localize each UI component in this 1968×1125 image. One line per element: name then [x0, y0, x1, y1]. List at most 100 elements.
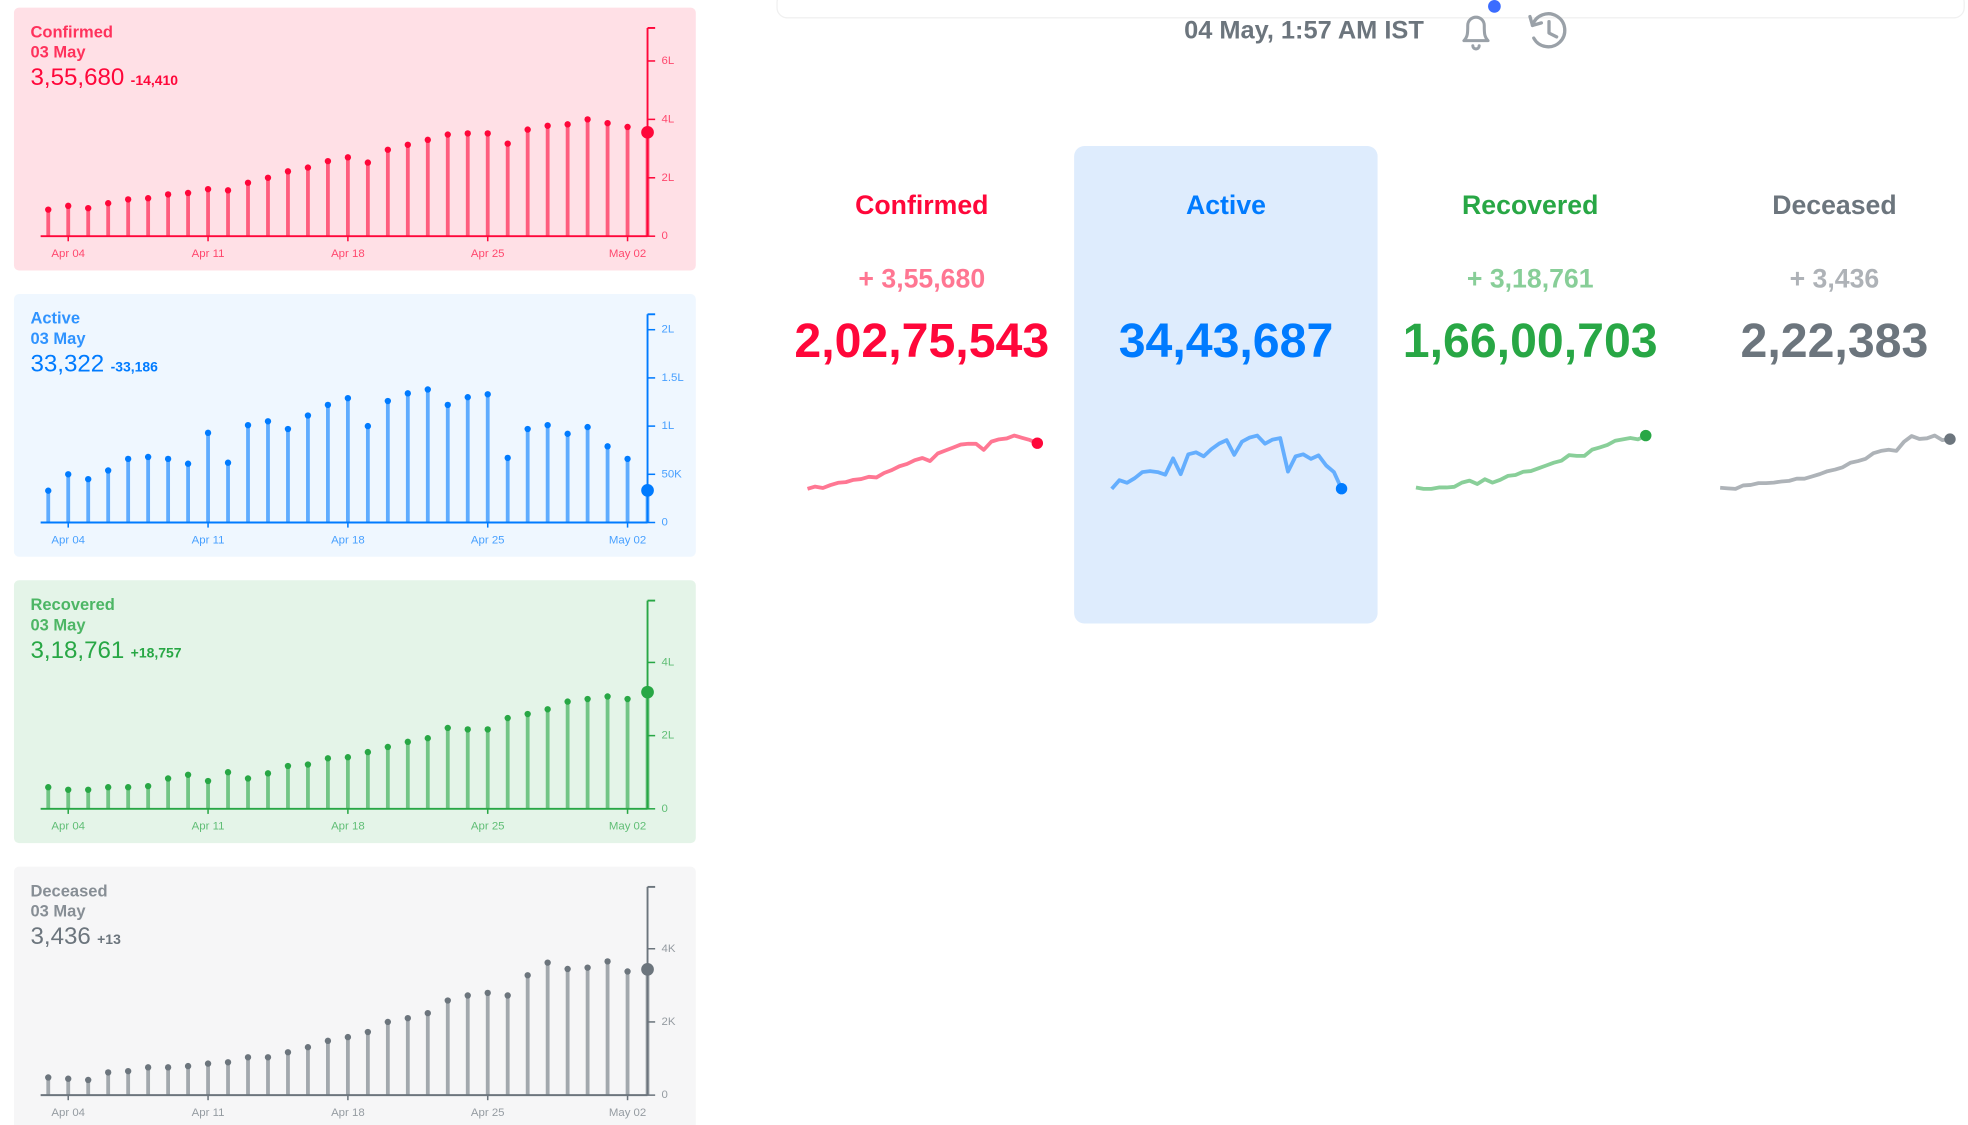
dot: [344, 394, 352, 402]
dot: [85, 786, 92, 793]
dot: [324, 401, 332, 409]
card-total: 2,22,383: [1741, 314, 1929, 368]
dot: [604, 958, 611, 965]
dot: [484, 130, 491, 137]
y-tick-label: 2L: [662, 730, 675, 742]
dot: [464, 726, 471, 733]
dot: [45, 1074, 52, 1081]
dot: [604, 693, 611, 700]
chart-change: +13: [97, 931, 121, 947]
dot: [544, 706, 551, 713]
dot: [304, 761, 312, 768]
dot: [484, 989, 491, 997]
dot: [504, 454, 511, 462]
y-tick-label: 0: [662, 230, 668, 242]
dot: [264, 1054, 272, 1061]
dot: [324, 157, 332, 165]
dot: [524, 972, 531, 979]
dot: [264, 174, 272, 181]
dot: [124, 455, 132, 463]
dot: [424, 136, 431, 143]
chart-title: Confirmed: [30, 23, 113, 41]
y-tick-label: 4L: [662, 113, 675, 125]
y-tick-label: 4K: [662, 943, 676, 955]
dot: [641, 685, 654, 699]
chart-title: Deceased: [30, 882, 107, 900]
dot: [85, 204, 92, 212]
x-tick-label: May 02: [609, 1107, 646, 1119]
x-tick-label: Apr 18: [331, 248, 365, 260]
x-tick-label: Apr 18: [331, 821, 365, 833]
dot: [105, 467, 112, 474]
dot: [164, 1064, 172, 1071]
chart-change: -14,410: [131, 72, 179, 88]
dot: [124, 784, 132, 791]
x-tick-label: Apr 18: [331, 534, 365, 546]
dot: [364, 159, 372, 166]
dot: [604, 443, 611, 450]
dot: [184, 771, 192, 778]
dot: [105, 784, 112, 791]
x-tick-label: Apr 04: [51, 1107, 85, 1119]
dot: [564, 698, 571, 705]
dot: [444, 401, 451, 409]
y-tick-label: 2L: [662, 324, 675, 336]
dot: [404, 1014, 411, 1022]
dot: [204, 429, 212, 437]
dot: [584, 964, 591, 971]
dot: [264, 770, 272, 777]
dot: [284, 1049, 292, 1056]
dot: [564, 121, 571, 128]
x-tick-label: Apr 04: [51, 248, 85, 260]
card-total: 1,66,00,703: [1403, 314, 1658, 368]
chart-total: 3,55,680: [30, 64, 124, 91]
dot: [404, 738, 411, 746]
dot: [264, 418, 272, 425]
dot: [204, 1060, 212, 1067]
dot: [484, 726, 491, 733]
card-total: 2,02,75,543: [794, 314, 1049, 368]
dot: [344, 154, 352, 161]
dot: [164, 191, 172, 198]
y-tick-label: 4L: [662, 656, 675, 668]
x-tick-label: May 02: [609, 534, 646, 546]
dot: [224, 1059, 232, 1066]
dot: [464, 130, 471, 137]
chart-title: Recovered: [30, 596, 114, 614]
dot: [624, 968, 631, 975]
x-tick-label: May 02: [609, 821, 646, 833]
dot: [65, 1075, 72, 1082]
chart-date: 03 May: [30, 330, 86, 348]
active-card-highlight[interactable]: [1074, 146, 1378, 624]
dot: [244, 179, 252, 186]
card-change: + 3,436: [1790, 264, 1880, 294]
bell-icon[interactable]: [1462, 15, 1490, 51]
y-tick-label: 2L: [662, 172, 675, 184]
x-tick-label: Apr 18: [331, 1107, 365, 1119]
dot: [244, 421, 252, 429]
dot: [524, 425, 531, 433]
dot: [384, 743, 392, 751]
sparkline: [1110, 433, 1344, 491]
dot: [384, 146, 392, 153]
dot: [45, 206, 52, 213]
chart-change: +18,757: [131, 645, 182, 661]
history-icon[interactable]: [1528, 12, 1567, 49]
card-title: Recovered: [1462, 190, 1598, 220]
chart-panel: [13, 293, 696, 557]
dot: [624, 455, 631, 463]
dot: [624, 123, 631, 131]
dot: [641, 125, 654, 139]
dot: [224, 769, 232, 776]
y-tick-label: 0: [662, 803, 668, 815]
dot: [344, 754, 352, 761]
dot: [444, 724, 451, 732]
dot: [524, 126, 531, 133]
x-tick-label: Apr 11: [192, 248, 225, 260]
y-tick-label: 1.5L: [662, 372, 684, 384]
dot: [164, 775, 172, 782]
dot: [444, 131, 451, 138]
x-tick-label: Apr 11: [192, 821, 225, 833]
dot: [504, 714, 511, 722]
dot: [144, 453, 152, 461]
